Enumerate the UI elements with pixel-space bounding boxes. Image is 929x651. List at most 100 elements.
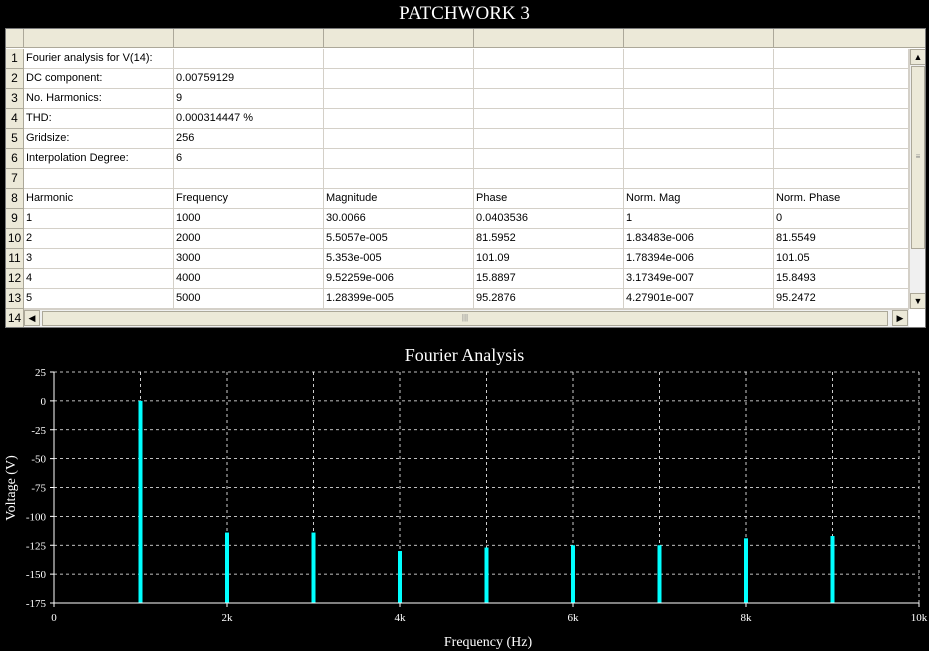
table-cell[interactable]: 0.0403536 [474,209,624,229]
column-header-e[interactable] [624,29,774,48]
table-cell[interactable] [624,129,774,149]
table-cell[interactable]: Gridsize: [24,129,174,149]
table-cell[interactable]: Harmonic [24,189,174,209]
table-cell[interactable]: 81.5952 [474,229,624,249]
table-cell[interactable] [324,69,474,89]
row-number[interactable]: 14 [6,309,24,327]
table-cell[interactable]: 4.27901e-007 [624,289,774,309]
table-cell[interactable]: 9.52259e-006 [324,269,474,289]
table-cell[interactable] [624,89,774,109]
row-number[interactable]: 10 [6,229,24,249]
horizontal-scrollbar[interactable]: ◀ ||| ▶ [24,309,909,327]
table-cell[interactable]: 101.05 [774,249,909,269]
table-cell[interactable]: 1.28399e-005 [324,289,474,309]
table-cell[interactable] [774,149,909,169]
table-cell[interactable]: 0.000314447 % [174,109,324,129]
table-cell[interactable] [324,169,474,189]
table-cell[interactable]: 95.2472 [774,289,909,309]
row-number[interactable]: 2 [6,69,24,89]
table-cell[interactable] [474,169,624,189]
table-cell[interactable]: 81.5549 [774,229,909,249]
table-cell[interactable] [774,69,909,89]
column-header-d[interactable] [474,29,624,48]
table-cell[interactable]: 5000 [174,289,324,309]
row-number[interactable]: 8 [6,189,24,209]
table-cell[interactable]: Phase [474,189,624,209]
table-cell[interactable]: 2 [24,229,174,249]
table-cell[interactable]: 6 [174,149,324,169]
row-number[interactable]: 1 [6,49,24,69]
table-cell[interactable] [324,89,474,109]
row-number[interactable]: 5 [6,129,24,149]
column-header-f[interactable] [774,29,925,48]
table-cell[interactable]: THD: [24,109,174,129]
table-cell[interactable]: Interpolation Degree: [24,149,174,169]
table-cell[interactable] [174,49,324,69]
table-cell[interactable]: 3.17349e-007 [624,269,774,289]
table-cell[interactable]: Fourier analysis for V(14): [24,49,174,69]
table-cell[interactable] [174,169,324,189]
table-cell[interactable]: 15.8897 [474,269,624,289]
table-cell[interactable] [474,69,624,89]
row-number[interactable]: 9 [6,209,24,229]
table-cell[interactable]: 3000 [174,249,324,269]
table-cell[interactable]: 4000 [174,269,324,289]
table-cell[interactable] [324,109,474,129]
table-cell[interactable]: 5.353e-005 [324,249,474,269]
table-cell[interactable] [324,49,474,69]
table-cell[interactable] [24,169,174,189]
table-cell[interactable]: 9 [174,89,324,109]
table-cell[interactable] [774,89,909,109]
table-cell[interactable] [324,129,474,149]
corner-cell[interactable] [6,29,24,48]
table-cell[interactable]: 5 [24,289,174,309]
row-number[interactable]: 11 [6,249,24,269]
table-cell[interactable] [324,149,474,169]
table-cell[interactable] [624,149,774,169]
spreadsheet-grid[interactable]: 1 Fourier analysis for V(14): 2 DC componen… [5,28,926,328]
row-number[interactable]: 3 [6,89,24,109]
row-number[interactable]: 12 [6,269,24,289]
table-cell[interactable]: 101.09 [474,249,624,269]
column-header-a[interactable] [24,29,174,48]
table-cell[interactable]: 256 [174,129,324,149]
table-cell[interactable]: Norm. Mag [624,189,774,209]
table-cell[interactable] [774,129,909,149]
table-cell[interactable] [474,89,624,109]
table-cell[interactable]: 30.0066 [324,209,474,229]
table-cell[interactable] [474,109,624,129]
row-number[interactable]: 7 [6,169,24,189]
table-cell[interactable] [474,49,624,69]
table-cell[interactable]: Norm. Phase [774,189,909,209]
table-cell[interactable]: 95.2876 [474,289,624,309]
table-cell[interactable]: 5.5057e-005 [324,229,474,249]
table-cell[interactable]: 0.00759129 [174,69,324,89]
table-cell[interactable]: 1.78394e-006 [624,249,774,269]
column-header-c[interactable] [324,29,474,48]
table-cell[interactable]: No. Harmonics: [24,89,174,109]
table-cell[interactable] [624,49,774,69]
table-cell[interactable]: 1 [24,209,174,229]
column-header-b[interactable] [174,29,324,48]
table-cell[interactable]: Frequency [174,189,324,209]
table-cell[interactable] [474,129,624,149]
table-cell[interactable]: 4 [24,269,174,289]
row-number[interactable]: 4 [6,109,24,129]
table-cell[interactable] [624,109,774,129]
table-cell[interactable] [774,49,909,69]
vertical-scroll-thumb[interactable]: ≡ [911,66,925,249]
horizontal-scroll-thumb[interactable]: ||| [42,311,888,326]
scroll-down-button[interactable]: ▼ [910,293,925,309]
scroll-right-button[interactable]: ▶ [892,310,908,326]
row-number[interactable]: 6 [6,149,24,169]
table-cell[interactable]: Magnitude [324,189,474,209]
row-number[interactable]: 13 [6,289,24,309]
table-cell[interactable]: 1.83483e-006 [624,229,774,249]
table-cell[interactable] [774,109,909,129]
table-cell[interactable]: 0 [774,209,909,229]
table-cell[interactable]: 1000 [174,209,324,229]
table-cell[interactable] [624,69,774,89]
table-cell[interactable]: 3 [24,249,174,269]
table-cell[interactable]: 1 [624,209,774,229]
table-cell[interactable] [774,169,909,189]
